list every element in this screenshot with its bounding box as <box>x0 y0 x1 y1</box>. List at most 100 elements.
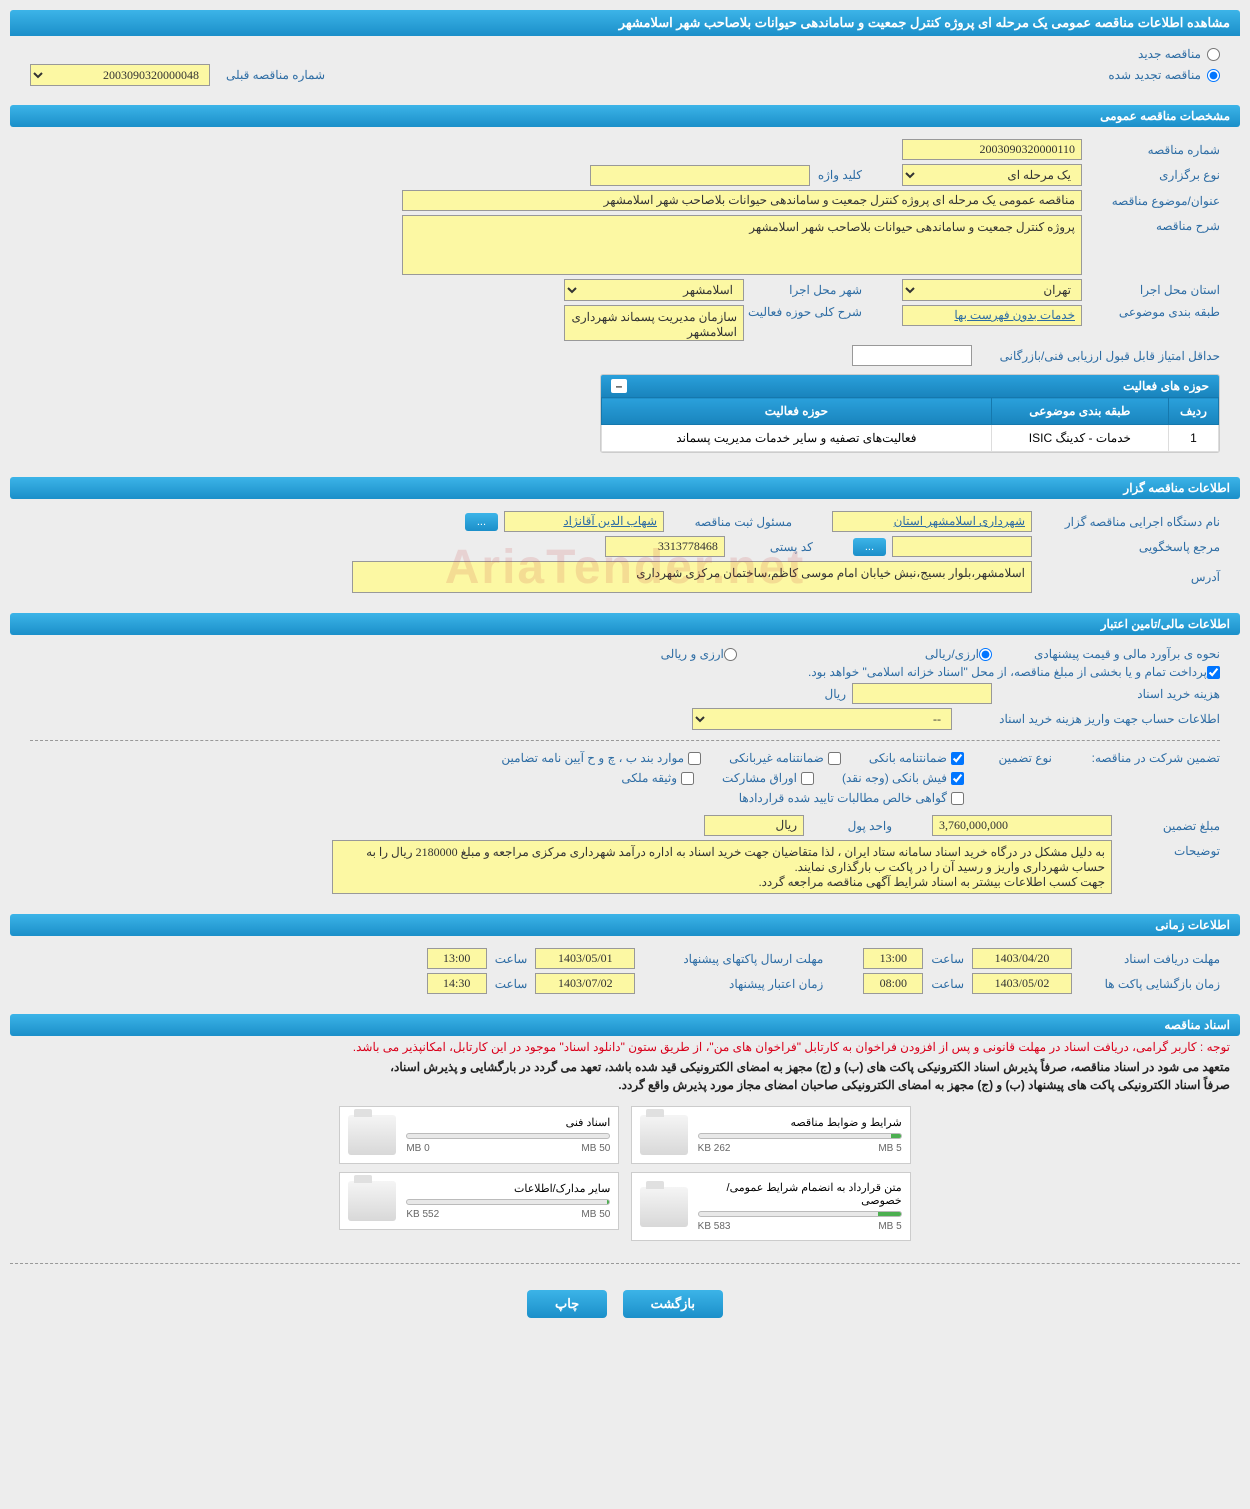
category-input[interactable] <box>902 305 1082 326</box>
col-row: ردیف <box>1169 398 1219 425</box>
back-button[interactable]: بازگشت <box>623 1290 723 1318</box>
validity-date[interactable] <box>535 973 635 994</box>
r1-label: ارزی/ریالی <box>925 647 979 661</box>
open-label: زمان بازگشایی پاکت ها <box>1080 977 1220 991</box>
tender-no-input[interactable] <box>902 139 1082 160</box>
doc-cost-label: هزینه خرید اسناد <box>1000 687 1220 701</box>
notes-textarea[interactable]: به دلیل مشکل در درگاه خرید اسناد سامانه … <box>332 840 1112 894</box>
org-input[interactable] <box>832 511 1032 532</box>
print-button[interactable]: چاپ <box>527 1290 607 1318</box>
time-lbl4: ساعت <box>495 977 528 991</box>
city-label: شهر محل اجرا <box>752 283 862 297</box>
riyal-unit: ریال <box>824 687 846 701</box>
province-label: استان محل اجرا <box>1090 283 1220 297</box>
warning1: توجه : کاربر گرامی، دریافت اسناد در مهلت… <box>10 1036 1240 1058</box>
g6-cb[interactable] <box>681 772 694 785</box>
g1-cb[interactable] <box>951 752 964 765</box>
section-general: مشخصات مناقصه عمومی <box>10 105 1240 127</box>
radio-arz[interactable] <box>724 648 737 661</box>
send-time[interactable] <box>427 948 487 969</box>
doc-total-1: 50 MB <box>581 1143 610 1154</box>
radio-rial[interactable] <box>979 648 992 661</box>
validity-time[interactable] <box>427 973 487 994</box>
prev-tender-select[interactable]: 2003090320000048 <box>30 64 210 86</box>
doc-title-3: سایر مدارک/اطلاعات <box>406 1182 610 1195</box>
keyword-input[interactable] <box>590 165 810 186</box>
doc-card-2[interactable]: متن قرارداد به انضمام شرایط عمومی/خصوصی … <box>631 1172 911 1241</box>
warning3: صرفاً اسناد الکترونیکی پاکت های پیشنهاد … <box>10 1076 1240 1094</box>
account-label: اطلاعات حساب جهت واریز هزینه خرید اسناد <box>960 712 1220 726</box>
doc-card-1[interactable]: اسناد فنی 50 MB0 MB <box>339 1106 619 1164</box>
doc-total-0: 5 MB <box>878 1143 901 1154</box>
time-lbl2: ساعت <box>495 952 528 966</box>
doc-card-0[interactable]: شرایط و ضوابط مناقصه 5 MB 262 KB <box>631 1106 911 1164</box>
postal-input[interactable] <box>605 536 725 557</box>
cell-cat: خدمات - کدینگ ISIC <box>991 425 1168 452</box>
folder-icon <box>640 1187 688 1227</box>
radio-new-tender[interactable] <box>1207 48 1220 61</box>
doc-title-0: شرایط و ضوابط مناقصه <box>698 1116 902 1129</box>
radio-renewed-tender[interactable] <box>1207 69 1220 82</box>
city-select[interactable]: اسلامشهر <box>564 279 744 301</box>
contact-input[interactable] <box>892 536 1032 557</box>
open-time[interactable] <box>863 973 923 994</box>
radio-renewed-label: مناقصه تجدید شده <box>1108 68 1201 82</box>
amount-input[interactable] <box>932 815 1112 836</box>
type-label: نوع برگزاری <box>1090 168 1220 182</box>
reg-officer-input[interactable] <box>504 511 664 532</box>
page-title: مشاهده اطلاعات مناقصه عمومی یک مرحله ای … <box>10 10 1240 36</box>
activity-desc-textarea[interactable]: سازمان مدیریت پسماند شهرداری اسلامشهر <box>564 305 744 341</box>
contact-more-btn[interactable]: ... <box>853 538 886 556</box>
reg-officer-label: مسئول ثبت مناقصه <box>672 515 792 529</box>
postal-label: کد پستی <box>733 540 813 554</box>
col-field: حوزه فعالیت <box>602 398 992 425</box>
g5-label: اوراق مشارکت <box>722 771 797 785</box>
section-timing: اطلاعات زمانی <box>10 914 1240 936</box>
method-label: نحوه ی برآورد مالی و قیمت پیشنهادی <box>1000 647 1220 661</box>
cell-field: فعالیت‌های تصفیه و سایر خدمات مدیریت پسم… <box>602 425 992 452</box>
reg-officer-more-btn[interactable]: ... <box>465 513 498 531</box>
send-date[interactable] <box>535 948 635 969</box>
address-label: آدرس <box>1040 570 1220 584</box>
prev-tender-label: شماره مناقصه قبلی <box>226 68 325 82</box>
receive-date[interactable] <box>972 948 1072 969</box>
tender-no-label: شماره مناقصه <box>1090 143 1220 157</box>
province-select[interactable]: تهران <box>902 279 1082 301</box>
time-lbl1: ساعت <box>931 952 964 966</box>
activity-table: ردیف طبقه بندی موضوعی حوزه فعالیت 1 خدما… <box>601 397 1219 452</box>
currency-input[interactable] <box>704 815 804 836</box>
receive-time[interactable] <box>863 948 923 969</box>
payment-checkbox[interactable] <box>1207 666 1220 679</box>
address-textarea[interactable]: اسلامشهر،بلوار بسیج،نبش خیابان امام موسی… <box>352 561 1032 593</box>
doc-used-0: 262 KB <box>698 1143 731 1154</box>
desc-textarea[interactable]: پروژه کنترل جمعیت و ساماندهی حیوانات بلا… <box>402 215 1082 275</box>
subject-input[interactable] <box>402 190 1082 211</box>
subject-label: عنوان/موضوع مناقصه <box>1090 194 1220 208</box>
g6-label: وثیقه ملکی <box>621 771 677 785</box>
account-select[interactable]: -- <box>692 708 952 730</box>
send-label: مهلت ارسال پاکتهای پیشنهاد <box>643 952 823 966</box>
doc-title-2: متن قرارداد به انضمام شرایط عمومی/خصوصی <box>698 1181 902 1207</box>
g3-cb[interactable] <box>688 752 701 765</box>
cell-no: 1 <box>1169 425 1219 452</box>
g1-label: ضمانتنامه بانکی <box>869 751 947 765</box>
contact-label: مرجع پاسخگویی <box>1040 540 1220 554</box>
col-category: طبقه بندی موضوعی <box>991 398 1168 425</box>
g4-cb[interactable] <box>951 772 964 785</box>
doc-cost-input[interactable] <box>852 683 992 704</box>
guarantee-type-label: نوع تضمین <box>972 751 1052 765</box>
category-label: طبقه بندی موضوعی <box>1090 305 1220 319</box>
g5-cb[interactable] <box>801 772 814 785</box>
type-select[interactable]: یک مرحله ای <box>902 164 1082 186</box>
g2-cb[interactable] <box>828 752 841 765</box>
min-score-input[interactable] <box>852 345 972 366</box>
doc-card-3[interactable]: سایر مدارک/اطلاعات 50 MB552 KB <box>339 1172 619 1230</box>
time-lbl3: ساعت <box>931 977 964 991</box>
folder-icon <box>348 1115 396 1155</box>
open-date[interactable] <box>972 973 1072 994</box>
doc-total-3: 50 MB <box>581 1209 610 1220</box>
minimize-icon[interactable]: – <box>611 379 627 393</box>
keyword-label: کلید واژه <box>818 168 862 182</box>
folder-icon <box>640 1115 688 1155</box>
g7-cb[interactable] <box>951 792 964 805</box>
